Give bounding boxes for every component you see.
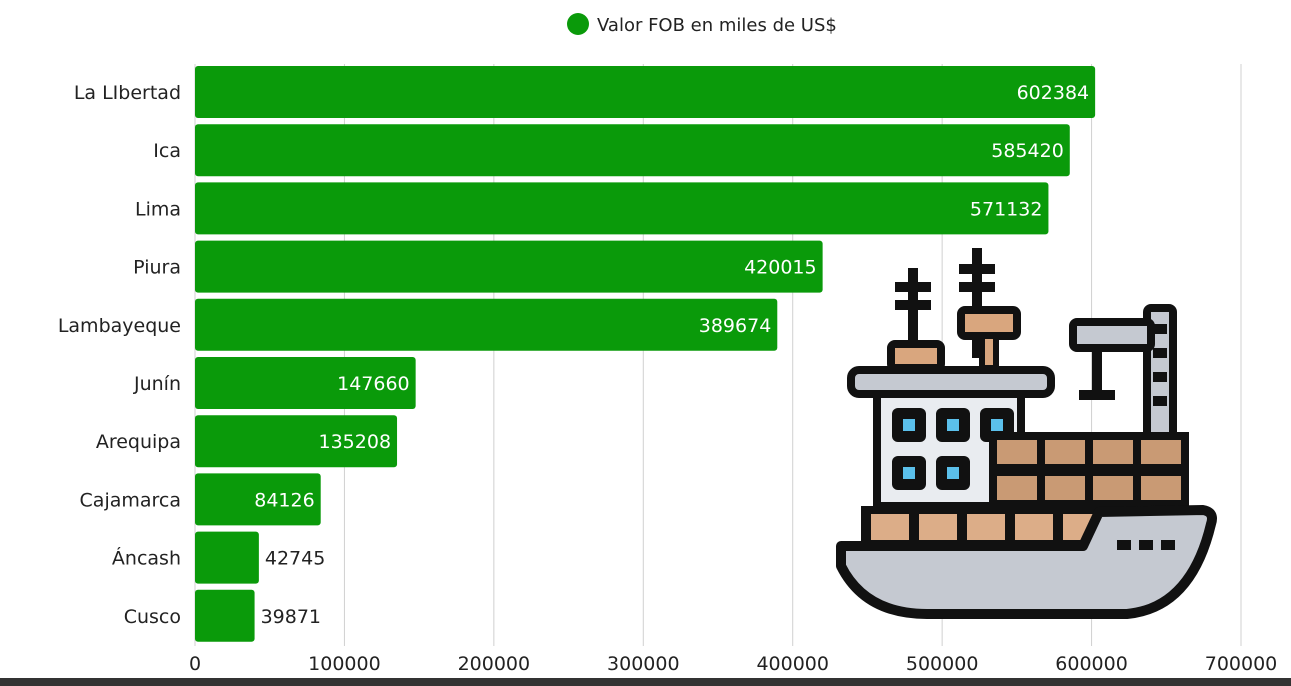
category-label: Piura xyxy=(133,257,181,279)
bar xyxy=(195,531,259,584)
data-label: 571132 xyxy=(970,198,1043,220)
data-label: 39871 xyxy=(261,606,321,628)
data-label: 602384 xyxy=(1017,82,1090,104)
data-label: 585420 xyxy=(991,140,1064,162)
bar xyxy=(195,66,1096,118)
x-tick-label: 500000 xyxy=(906,653,979,675)
bar xyxy=(195,124,1070,177)
category-label: Arequipa xyxy=(96,431,181,453)
cargo-ship-icon xyxy=(836,248,1217,619)
bars: 602384 585420 571132 420015 389674 147660 1352… xyxy=(195,66,1096,642)
data-label: 420015 xyxy=(744,257,817,279)
category-label: Áncash xyxy=(112,547,181,570)
bottom-border xyxy=(0,678,1291,686)
legend-label: Valor FOB en miles de US$ xyxy=(597,15,837,36)
category-label: Junín xyxy=(133,373,181,395)
category-label: Ica xyxy=(153,140,181,162)
x-axis-tick-labels: 0 100000 200000 300000 400000 500000 600000 700… xyxy=(189,653,1277,675)
bar xyxy=(195,589,255,642)
category-label: Cusco xyxy=(124,606,181,628)
category-label: Lambayeque xyxy=(58,315,181,337)
x-tick-label: 0 xyxy=(189,653,201,675)
category-label: Lima xyxy=(135,198,181,220)
category-label: Cajamarca xyxy=(80,489,181,511)
data-label: 84126 xyxy=(254,489,314,511)
bar xyxy=(195,415,398,468)
bar xyxy=(195,240,823,293)
bar xyxy=(195,298,778,351)
bar xyxy=(195,357,416,409)
x-tick-label: 700000 xyxy=(1205,653,1278,675)
category-labels: La LIbertad Ica Lima Piura Lambayeque Junín Ar… xyxy=(58,82,181,628)
data-label: 135208 xyxy=(319,431,392,453)
x-tick-label: 100000 xyxy=(308,653,381,675)
legend: Valor FOB en miles de US$ xyxy=(567,13,837,36)
category-label: La LIbertad xyxy=(74,82,181,104)
x-tick-label: 400000 xyxy=(756,653,829,675)
x-tick-label: 200000 xyxy=(458,653,531,675)
data-label: 389674 xyxy=(699,315,772,337)
bar xyxy=(195,182,1049,235)
x-tick-label: 300000 xyxy=(607,653,680,675)
bar xyxy=(195,473,321,526)
data-label: 147660 xyxy=(337,373,410,395)
x-tick-label: 600000 xyxy=(1055,653,1128,675)
data-label: 42745 xyxy=(265,548,325,570)
legend-marker xyxy=(567,13,589,35)
